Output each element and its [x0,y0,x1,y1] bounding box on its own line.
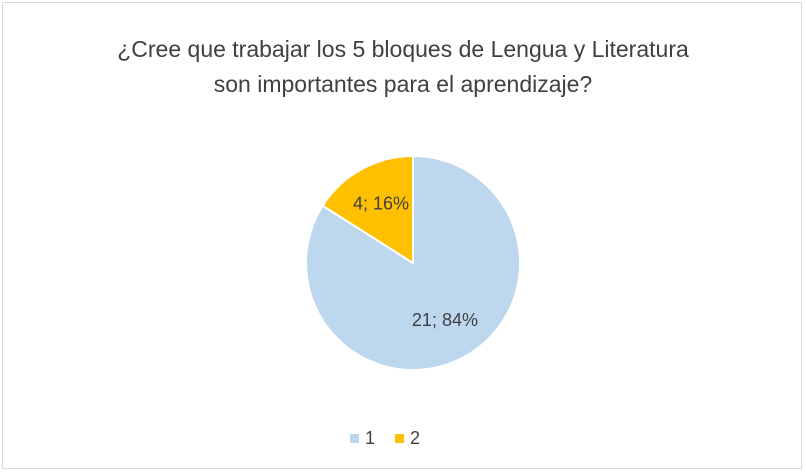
chart-title: ¿Cree que trabajar los 5 bloques de Leng… [117,36,689,97]
legend-swatch [350,434,359,443]
chart-frame [2,2,802,469]
data-label: 21; 84% [412,310,478,330]
data-label: 4; 16% [353,194,409,214]
pie-slice [321,154,414,265]
legend-swatch [395,434,405,443]
pie-slice [305,154,521,371]
legend-label: 2 [410,428,420,448]
legend-label: 1 [365,428,375,448]
